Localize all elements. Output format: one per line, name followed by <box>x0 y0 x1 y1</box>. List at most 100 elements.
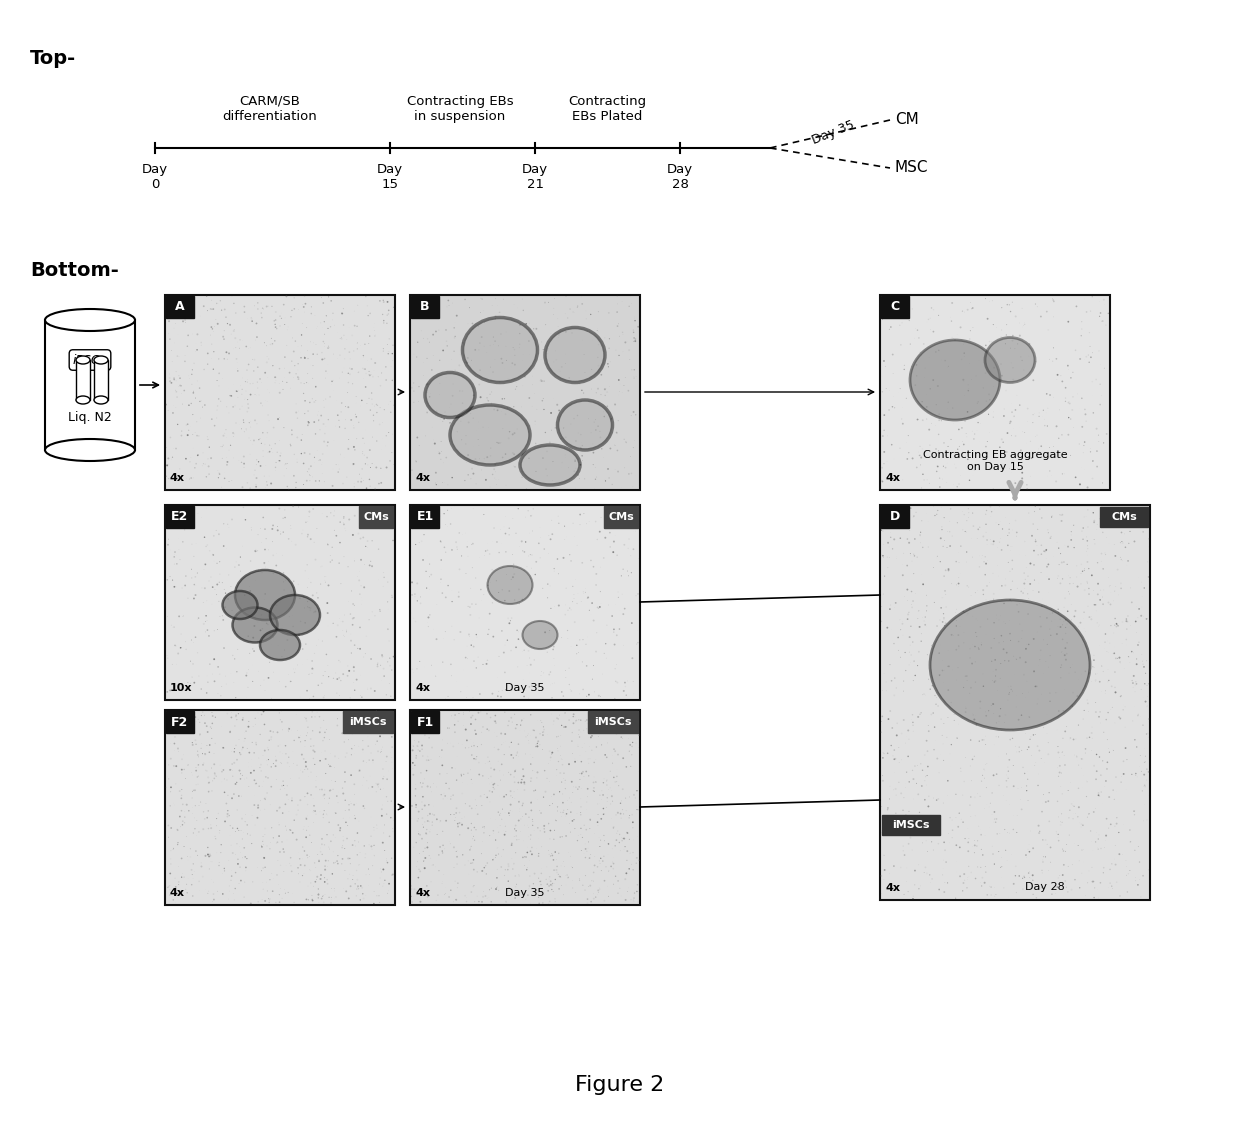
Circle shape <box>608 843 609 845</box>
Circle shape <box>885 816 887 817</box>
Text: iMSCs: iMSCs <box>594 717 631 727</box>
Circle shape <box>593 871 594 874</box>
Circle shape <box>1065 398 1066 399</box>
Circle shape <box>353 804 355 805</box>
Circle shape <box>412 762 414 763</box>
Circle shape <box>1061 638 1064 641</box>
Circle shape <box>257 817 258 819</box>
Circle shape <box>383 668 384 669</box>
Circle shape <box>195 576 196 578</box>
Circle shape <box>1008 533 1009 534</box>
Circle shape <box>294 308 295 310</box>
Circle shape <box>583 392 584 394</box>
Circle shape <box>203 811 205 812</box>
Circle shape <box>341 402 342 403</box>
Circle shape <box>882 556 884 557</box>
Circle shape <box>236 715 237 716</box>
Circle shape <box>231 395 232 396</box>
Circle shape <box>968 608 971 610</box>
Circle shape <box>206 476 207 477</box>
Circle shape <box>286 640 289 641</box>
Circle shape <box>1064 765 1065 766</box>
Circle shape <box>582 771 584 772</box>
Circle shape <box>928 795 930 797</box>
Circle shape <box>624 544 625 545</box>
Circle shape <box>890 444 893 445</box>
Circle shape <box>887 627 888 628</box>
Circle shape <box>626 832 627 833</box>
Circle shape <box>534 574 536 575</box>
Circle shape <box>587 722 588 724</box>
Circle shape <box>169 381 171 382</box>
Circle shape <box>279 454 281 457</box>
Circle shape <box>1044 425 1045 426</box>
Circle shape <box>335 812 336 815</box>
Circle shape <box>263 450 264 451</box>
Circle shape <box>451 601 453 602</box>
Circle shape <box>377 751 379 752</box>
Circle shape <box>320 415 322 417</box>
Circle shape <box>517 752 518 753</box>
Circle shape <box>466 901 467 902</box>
Circle shape <box>315 610 316 612</box>
Circle shape <box>257 807 259 809</box>
Circle shape <box>330 300 332 302</box>
Circle shape <box>567 877 569 879</box>
Circle shape <box>336 535 337 536</box>
Circle shape <box>449 787 450 790</box>
Circle shape <box>231 518 233 520</box>
Circle shape <box>474 758 475 759</box>
Circle shape <box>427 829 428 830</box>
Circle shape <box>554 427 556 428</box>
Circle shape <box>229 395 231 396</box>
Circle shape <box>175 448 177 450</box>
Circle shape <box>236 759 238 761</box>
Circle shape <box>890 604 892 605</box>
Circle shape <box>1136 746 1137 747</box>
Circle shape <box>986 540 988 541</box>
Circle shape <box>583 688 584 691</box>
Circle shape <box>1061 561 1063 563</box>
Circle shape <box>1008 660 1009 662</box>
Circle shape <box>574 621 575 623</box>
Circle shape <box>610 866 611 867</box>
Circle shape <box>1040 517 1043 519</box>
Circle shape <box>177 747 179 750</box>
Circle shape <box>166 579 169 580</box>
Circle shape <box>913 516 915 517</box>
Circle shape <box>272 343 273 344</box>
Circle shape <box>992 543 994 545</box>
Circle shape <box>1092 512 1094 513</box>
Circle shape <box>497 695 498 698</box>
Circle shape <box>1085 670 1086 673</box>
Text: CMs: CMs <box>1111 512 1137 523</box>
Circle shape <box>293 506 294 507</box>
Circle shape <box>295 482 296 483</box>
Circle shape <box>942 617 945 619</box>
Circle shape <box>218 813 219 815</box>
Circle shape <box>299 598 300 599</box>
Circle shape <box>598 344 599 345</box>
Circle shape <box>206 295 207 296</box>
Circle shape <box>887 807 889 809</box>
Ellipse shape <box>45 438 135 461</box>
Circle shape <box>490 456 491 457</box>
Circle shape <box>295 403 296 404</box>
Circle shape <box>579 513 582 516</box>
Circle shape <box>1115 658 1117 659</box>
Circle shape <box>379 735 381 737</box>
Circle shape <box>269 344 272 345</box>
Circle shape <box>352 603 353 604</box>
Circle shape <box>603 729 604 730</box>
Circle shape <box>1001 585 1003 586</box>
Circle shape <box>634 337 635 339</box>
Circle shape <box>481 299 482 300</box>
Circle shape <box>1133 815 1135 816</box>
Circle shape <box>434 443 435 444</box>
Circle shape <box>387 778 388 780</box>
Circle shape <box>455 899 458 901</box>
Circle shape <box>218 474 221 475</box>
Circle shape <box>1075 476 1076 478</box>
Circle shape <box>636 891 637 892</box>
Circle shape <box>319 860 320 861</box>
